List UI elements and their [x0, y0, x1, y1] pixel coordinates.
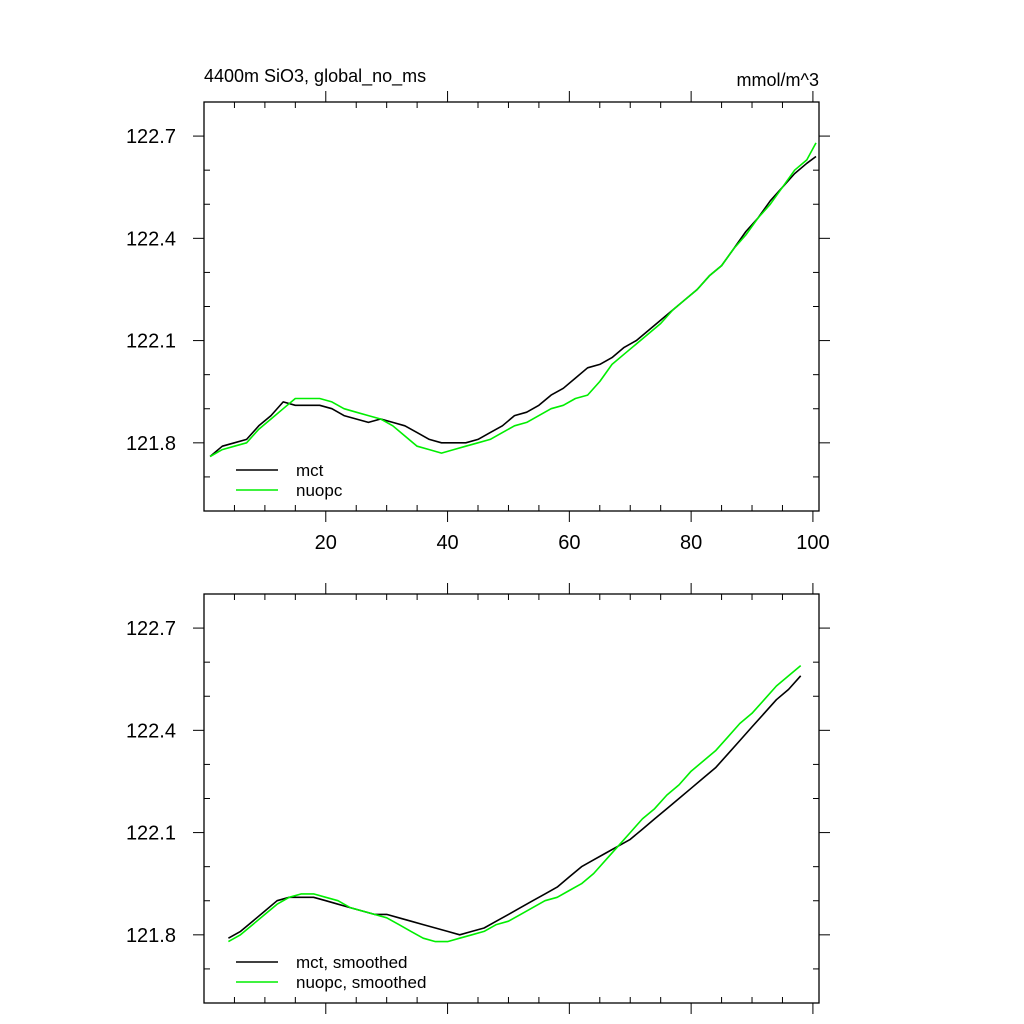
series-line-nuopc — [209, 142, 817, 458]
x-tick-label: 80 — [680, 532, 702, 554]
legend-label-mct: mct — [296, 461, 324, 480]
bottom-panel: 121.8 122.1 122.4 122.7 mct, smoothed nuopc… — [126, 583, 830, 1014]
y-tick-label: 122.7 — [126, 618, 176, 640]
y-tick-label: 122.1 — [126, 331, 176, 353]
y-tick-label: 122.1 — [126, 823, 176, 845]
top-legend: mct nuopc — [236, 461, 343, 500]
top-plot-frame — [203, 101, 820, 512]
top-series — [209, 142, 817, 458]
bottom-legend: mct, smoothed nuopc, smoothed — [236, 953, 426, 992]
y-tick-label: 122.4 — [126, 720, 176, 742]
legend-label-nuopc: nuopc — [296, 481, 343, 500]
y-tick-label: 122.7 — [126, 126, 176, 148]
top-chart-units: mmol/m^3 — [737, 70, 819, 90]
y-tick-label: 121.8 — [126, 925, 176, 947]
x-tick-label: 40 — [436, 532, 458, 554]
top-ticks: 20 40 60 80 100 121.8 122.1 122.4 122.7 — [126, 91, 830, 554]
legend-label-mct-smoothed: mct, smoothed — [296, 953, 408, 972]
series-line-mct — [209, 155, 817, 458]
series-line-mct-smoothed — [228, 675, 802, 939]
bottom-ticks: 121.8 122.1 122.4 122.7 — [126, 583, 830, 1014]
y-tick-label: 122.4 — [126, 228, 176, 250]
legend-label-nuopc-smoothed: nuopc, smoothed — [296, 973, 426, 992]
series-line-nuopc-smoothed — [228, 664, 802, 943]
top-panel: 4400m SiO3, global_no_ms mmol/m^3 20 40 60… — [126, 66, 830, 554]
bottom-plot-frame — [203, 593, 820, 1004]
y-tick-label: 121.8 — [126, 433, 176, 455]
x-tick-label: 100 — [796, 532, 829, 554]
x-tick-label: 20 — [315, 532, 337, 554]
top-chart-title: 4400m SiO3, global_no_ms — [204, 66, 426, 87]
bottom-series — [228, 664, 802, 943]
x-tick-label: 60 — [558, 532, 580, 554]
